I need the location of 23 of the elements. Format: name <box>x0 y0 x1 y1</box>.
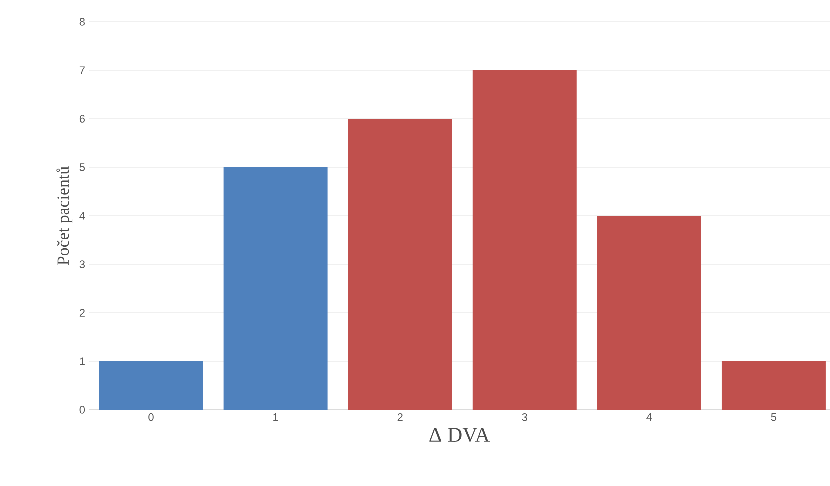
bar <box>597 216 702 410</box>
y-tick-label: 6 <box>80 115 85 123</box>
x-tick-label: 3 <box>522 414 528 422</box>
x-axis-title: Δ DVA <box>430 428 490 442</box>
y-tick-label: 8 <box>80 18 85 26</box>
bar <box>224 167 328 410</box>
x-tick-label: 0 <box>148 414 154 422</box>
y-axis-title: Počet pacientů <box>56 166 73 266</box>
bar <box>472 70 577 410</box>
y-tick-label: 2 <box>80 309 85 317</box>
x-tick-label: 5 <box>771 414 777 422</box>
x-tick-label: 4 <box>646 414 652 422</box>
y-tick-label: 3 <box>80 260 85 268</box>
x-tick-label: 2 <box>398 414 403 422</box>
y-tick-label: 5 <box>80 164 86 172</box>
bar <box>99 362 204 410</box>
bar <box>348 118 452 410</box>
y-tick-label: 4 <box>80 212 86 220</box>
x-tick-label: 1 <box>274 414 278 422</box>
y-tick-label: 1 <box>80 358 85 366</box>
y-tick-label: 7 <box>80 66 85 74</box>
y-tick-label: 0 <box>80 406 86 414</box>
bar <box>722 362 826 410</box>
